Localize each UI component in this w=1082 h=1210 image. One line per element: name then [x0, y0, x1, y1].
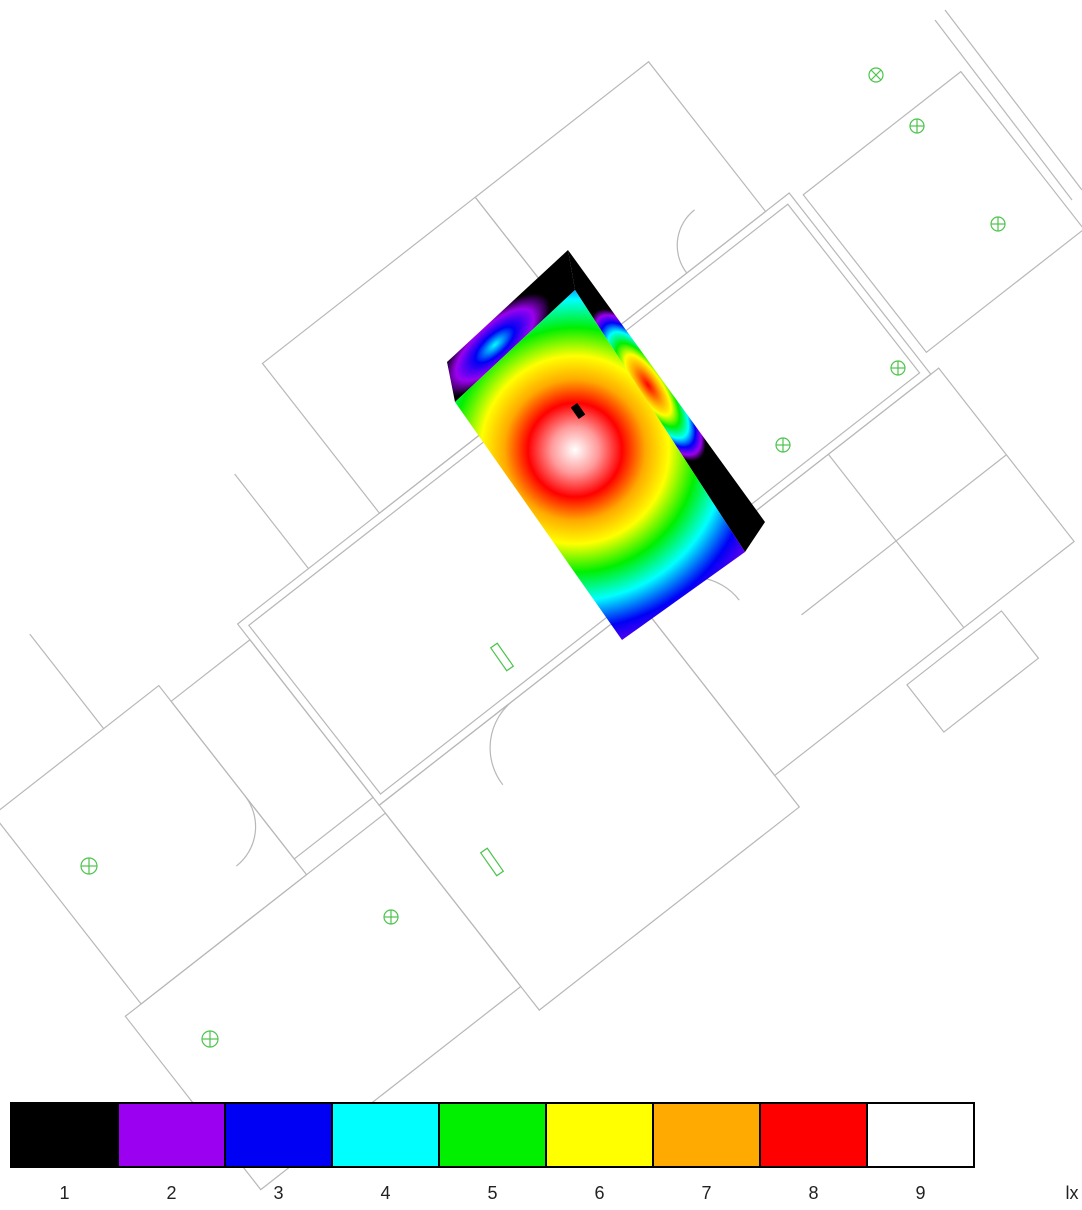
legend-swatch	[11, 1103, 118, 1167]
page: {"legend": {"unit": "lx", "items": [ {"v…	[0, 0, 1082, 1205]
legend-swatch	[225, 1103, 332, 1167]
legend-label: 5	[487, 1183, 497, 1203]
legend-label: 2	[166, 1183, 176, 1203]
legend-swatch	[439, 1103, 546, 1167]
legend-label: 9	[915, 1183, 925, 1203]
legend-swatch	[760, 1103, 867, 1167]
legend-label: 3	[273, 1183, 283, 1203]
legend-label: 7	[701, 1183, 711, 1203]
legend-swatch	[332, 1103, 439, 1167]
legend-label: 4	[380, 1183, 390, 1203]
luminaires	[81, 68, 1005, 1047]
floor-plan	[0, 0, 1082, 1205]
legend-swatch	[653, 1103, 760, 1167]
legend: 1 2 3 4 5 6 7 8 9	[11, 1103, 974, 1203]
illuminance-room	[447, 250, 765, 640]
legend-unit: lx	[1066, 1183, 1079, 1203]
legend-swatch	[867, 1103, 974, 1167]
legend-swatch	[546, 1103, 653, 1167]
legend-label: 1	[59, 1183, 69, 1203]
legend-label: 6	[594, 1183, 604, 1203]
legend-swatch	[118, 1103, 225, 1167]
illuminance-view: 1 2 3 4 5 6 7 8 9 lx	[0, 0, 1082, 1205]
legend-label: 8	[808, 1183, 818, 1203]
